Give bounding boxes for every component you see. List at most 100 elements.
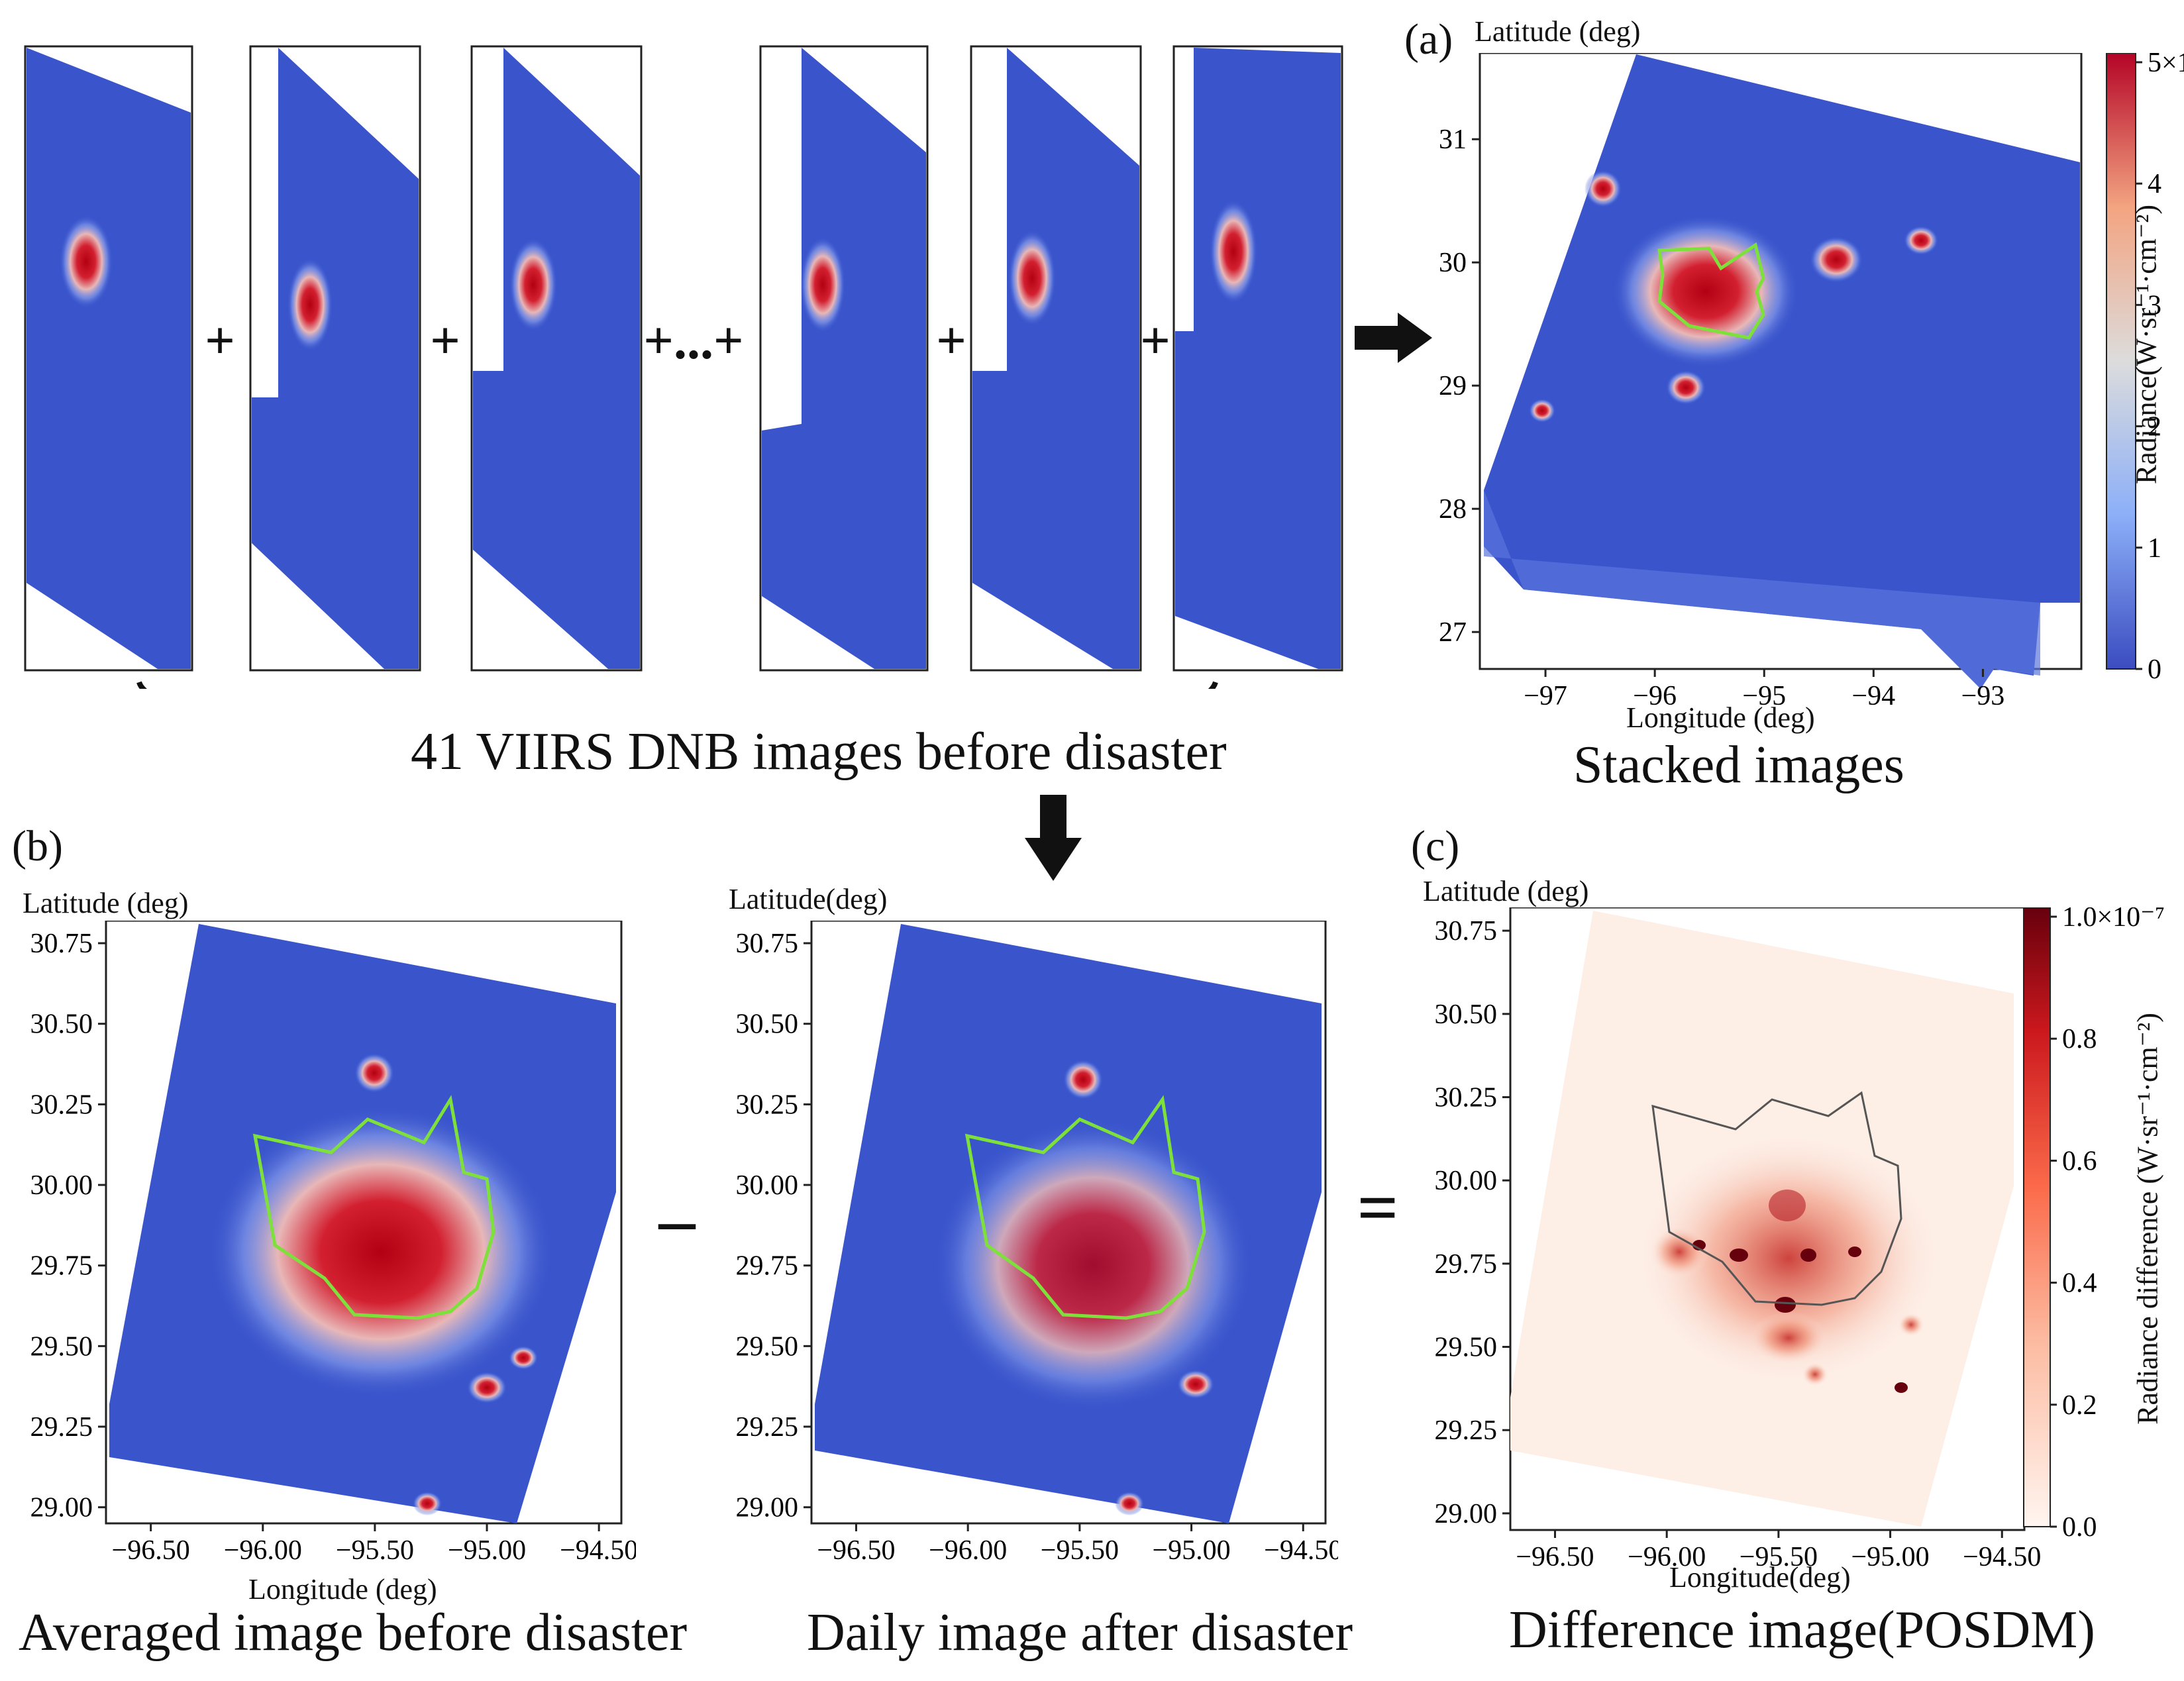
down-arrow-icon — [1025, 795, 1082, 881]
colorbar-tick-label: 0.2 — [2062, 1390, 2097, 1421]
y-tick-label: 30.25 — [1435, 1083, 1498, 1113]
plus-operator-1: + — [205, 312, 235, 370]
y-tick-label: 30.00 — [30, 1170, 93, 1201]
input-image-2 — [249, 45, 421, 672]
y-tick-label: 30 — [1439, 248, 1467, 278]
panel-b-label: (b) — [12, 822, 63, 870]
panel-b-right-chart: −96.50 −96.00 −95.50 −95.00 −94.50 29.00 29.25… — [736, 921, 1339, 1566]
panel-a-caption: Stacked images — [1573, 736, 1904, 794]
panel-c-ylabel: Latitude (deg) — [1423, 875, 1589, 907]
panel-b-right-ylabel: Latitude(deg) — [729, 883, 888, 915]
x-tick-label: −95.50 — [1041, 1535, 1119, 1566]
y-tick-label: 28 — [1439, 494, 1467, 525]
y-tick-label: 29.00 — [1435, 1499, 1498, 1529]
x-tick-label: −96.50 — [1516, 1542, 1594, 1570]
right-arrow-icon — [1355, 313, 1432, 363]
panel-c-axis-ticks: −96.50 −96.00 −95.50 −95.00 −94.50 29.00 29.25… — [1435, 916, 2042, 1570]
x-tick-label: −95.00 — [1152, 1535, 1230, 1566]
y-tick-label: 30.25 — [736, 1090, 799, 1120]
input-images-strip — [24, 45, 1343, 689]
minus-operator: – — [658, 1179, 696, 1260]
panel-a-boundary — [1657, 242, 1765, 340]
y-tick-label: 29.00 — [736, 1493, 799, 1523]
plus-operator-2: + — [430, 312, 460, 370]
y-tick-label: 29.75 — [736, 1251, 799, 1282]
panel-a-colorbar-ticks: 0 1 2 3 4 5×10⁻⁸ — [2136, 53, 2184, 685]
colorbar-tick-label: 1.0×10⁻⁷ — [2062, 907, 2165, 933]
colorbar-tick-label: 0.4 — [2062, 1268, 2097, 1299]
panel-b-right-axis-ticks: −96.50 −96.00 −95.50 −95.00 −94.50 29.00 29.25… — [736, 929, 1339, 1566]
colorbar-tick-label: 0.8 — [2062, 1024, 2097, 1054]
input-image-5 — [970, 45, 1142, 672]
panel-c-chart: −96.50 −96.00 −95.50 −95.00 −94.50 29.00 29.25… — [1435, 907, 2165, 1570]
x-tick-label: −95.00 — [448, 1535, 526, 1566]
y-tick-label: 29.75 — [1435, 1249, 1498, 1280]
panel-c-label: (c) — [1411, 822, 1460, 870]
y-tick-label: 30.50 — [1435, 999, 1498, 1030]
panel-a-chart: −97 −96 −95 −94 −93 27 28 29 30 31 0 1 2 3 4 5×10⁻⁸ — [1439, 53, 2184, 711]
plus-ellipsis-operator: +...+ — [643, 312, 744, 370]
x-tick-label: −95.50 — [336, 1535, 414, 1566]
y-tick-label: 31 — [1439, 125, 1467, 155]
panel-c-heatmap — [1510, 911, 2014, 1527]
x-tick-label: −96.00 — [929, 1535, 1007, 1566]
colorbar-tick-label: 3 — [2148, 290, 2161, 321]
x-tick-label: −93 — [1961, 681, 2005, 711]
y-tick-label: 30.00 — [736, 1170, 799, 1201]
colorbar-tick-label: 2 — [2148, 412, 2161, 442]
y-tick-label: 29.50 — [736, 1331, 799, 1362]
panel-c-colorbar-label: Radiance difference (W·sr⁻¹·cm⁻²) — [2131, 1013, 2164, 1425]
y-tick-label: 29.00 — [30, 1493, 93, 1523]
panel-c-colorbar-ticks: 0.0 0.2 0.4 0.6 0.8 1.0×10⁻⁷ — [2050, 907, 2165, 1543]
panel-a-colorbar-label: Radiance(W·sr⁻¹·cm⁻²) — [2130, 204, 2163, 485]
colorbar-tick-label: 4 — [2148, 169, 2161, 199]
panel-a-heatmap — [1484, 54, 2080, 689]
x-tick-label: −97 — [1524, 681, 1567, 711]
y-tick-label: 29.50 — [30, 1331, 93, 1362]
brace-icon — [136, 681, 1218, 689]
panel-a-axis-ticks: −97 −96 −95 −94 −93 27 28 29 30 31 — [1439, 125, 2004, 711]
input-image-1 — [24, 45, 193, 672]
panel-a-xlabel: Longitude (deg) — [1626, 701, 1815, 734]
y-tick-label: 30.00 — [1435, 1166, 1498, 1196]
x-tick-label: −96.00 — [224, 1535, 302, 1566]
panel-b-left-ylabel: Latitude (deg) — [23, 887, 189, 919]
panel-b-left-axis-ticks: −96.50 −96.00 −95.50 −95.00 −94.50 29.00 29.25… — [30, 929, 637, 1566]
x-tick-label: −96.00 — [1628, 1542, 1706, 1570]
panel-b-right-boundary — [964, 1095, 1206, 1320]
y-tick-label: 30.75 — [30, 929, 93, 959]
input-image-4 — [759, 45, 929, 672]
panel-b-left-xlabel: Longitude (deg) — [248, 1573, 437, 1605]
x-tick-label: −94 — [1851, 681, 1895, 711]
x-tick-label: −95 — [1742, 681, 1786, 711]
panel-b-left-chart: −96.50 −96.00 −95.50 −95.00 −94.50 29.00 29.25… — [30, 921, 637, 1566]
panel-c-xlabel: Longitude(deg) — [1669, 1561, 1851, 1594]
colorbar-tick-label: 0 — [2148, 654, 2161, 685]
y-tick-label: 30.75 — [1435, 916, 1498, 946]
panel-b-left-caption: Averaged image before disaster — [19, 1604, 688, 1662]
x-tick-label: −94.50 — [560, 1535, 636, 1566]
colorbar-tick-label: 0.0 — [2062, 1512, 2097, 1543]
y-tick-label: 29.25 — [1435, 1415, 1498, 1446]
plus-operator-5: + — [1140, 312, 1170, 370]
panel-c-boundary — [1651, 1091, 1902, 1306]
x-tick-label: −96.50 — [112, 1535, 190, 1566]
panel-b-right-caption: Daily image after disaster — [807, 1604, 1353, 1662]
panel-b-left-boundary — [252, 1095, 495, 1320]
panel-b-left-heatmap — [109, 924, 616, 1523]
y-tick-label: 29.50 — [1435, 1333, 1498, 1363]
colorbar-tick-label: 0.6 — [2062, 1146, 2097, 1176]
input-image-6 — [1172, 45, 1343, 672]
y-tick-label: 30.50 — [736, 1009, 799, 1040]
panel-b-right-heatmap — [815, 924, 1322, 1523]
y-tick-label: 29.75 — [30, 1251, 93, 1282]
y-tick-label: 30.50 — [30, 1009, 93, 1040]
panel-c-caption: Difference image(POSDM) — [1509, 1601, 2095, 1659]
x-tick-label: −96.50 — [817, 1535, 895, 1566]
brace-caption: 41 VIIRS DNB images before disaster — [411, 723, 1227, 781]
y-tick-label: 29.25 — [30, 1412, 93, 1443]
x-tick-label: −96 — [1633, 681, 1677, 711]
colorbar-tick-label: 1 — [2148, 533, 2161, 564]
panel-a-ylabel: Latitude (deg) — [1475, 15, 1641, 48]
colorbar-tick-label: 5×10⁻⁸ — [2148, 53, 2184, 78]
